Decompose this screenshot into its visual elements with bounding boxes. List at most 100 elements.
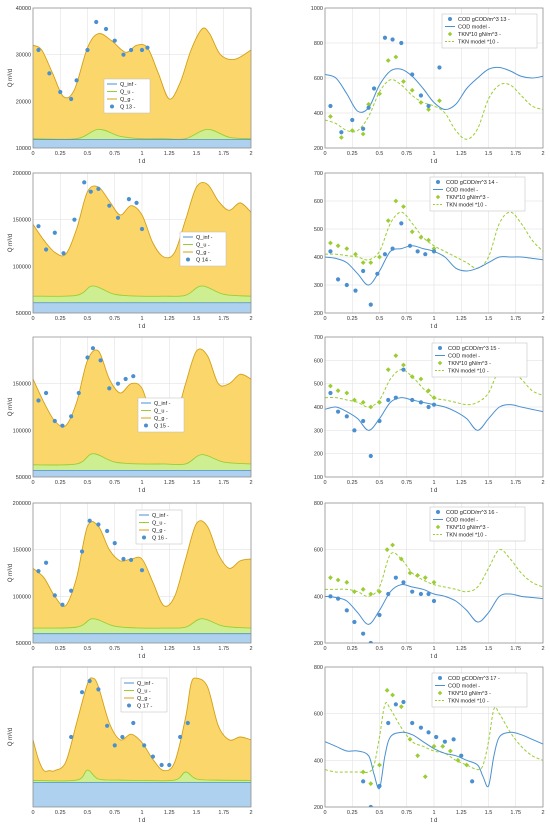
y-tick-label: 200000 bbox=[13, 171, 31, 177]
legend-swatch-point bbox=[110, 104, 114, 109]
legend-label: TKN*10 gN/m^3 - bbox=[446, 195, 489, 201]
x-tick-label: 1.5 bbox=[193, 810, 201, 816]
tkn-measured-point bbox=[401, 362, 406, 368]
q-measured-point bbox=[82, 180, 87, 185]
tkn-measured-point bbox=[401, 79, 406, 84]
x-tick-label: 1.75 bbox=[510, 480, 521, 486]
tkn-measured-point bbox=[335, 243, 341, 249]
legend-box bbox=[431, 672, 528, 708]
y-tick-label: 50000 bbox=[16, 641, 31, 647]
x-tick-label: 0.5 bbox=[376, 646, 384, 652]
q-measured-point bbox=[52, 593, 57, 598]
legend-label: TKN*10 gN/m^3 - bbox=[458, 32, 501, 38]
x-tick-label: 0 bbox=[323, 316, 326, 322]
q-g-area bbox=[33, 520, 251, 643]
q-inf-area bbox=[33, 470, 251, 477]
x-axis-label: t d bbox=[139, 818, 146, 824]
x-tick-label: 0.25 bbox=[347, 316, 358, 322]
q-measured-point bbox=[72, 217, 77, 222]
q-measured-point bbox=[94, 19, 99, 25]
x-axis-label: t d bbox=[139, 654, 146, 660]
tkn-measured-point bbox=[344, 246, 350, 251]
legend-swatch-point bbox=[436, 510, 440, 514]
q-measured-point bbox=[60, 423, 65, 428]
cod-measured-point bbox=[361, 268, 366, 274]
legend: Q_inf - Q_u -Q_g - Q 17 - bbox=[120, 677, 168, 713]
q-measured-point bbox=[69, 414, 74, 419]
cod-measured-point bbox=[386, 591, 391, 597]
tkn-measured-point bbox=[415, 572, 421, 578]
plot-area bbox=[33, 677, 251, 807]
cod-measured-point bbox=[350, 117, 355, 123]
y-tick-label: 400 bbox=[314, 758, 323, 764]
q-measured-point bbox=[96, 186, 101, 191]
plot-area bbox=[33, 180, 251, 313]
y-tick-label: 800 bbox=[314, 41, 323, 47]
cod-measured-point bbox=[470, 779, 475, 784]
x-tick-label: 0.75 bbox=[109, 316, 120, 322]
cod-measured-point bbox=[328, 103, 333, 109]
plot-frame bbox=[324, 666, 544, 808]
q-measured-point bbox=[90, 346, 96, 351]
cod-measured-point bbox=[434, 734, 439, 740]
x-tick-label: 0.75 bbox=[109, 480, 120, 486]
cod-measured-point bbox=[377, 612, 382, 618]
legend-label: Q 14 - bbox=[196, 258, 211, 264]
chart-cod-14: 0 0.25 0.5 0.75 1 1.25 1.5 1.75 2 200 300 400 500 600… bbox=[314, 171, 545, 330]
cod-measured-point bbox=[407, 243, 413, 248]
x-tick-label: 1.25 bbox=[456, 810, 467, 816]
y-tick-label: 700 bbox=[314, 335, 323, 341]
cod-measured-point bbox=[375, 271, 380, 276]
plot-area bbox=[325, 542, 543, 643]
legend-label: Q 13 - bbox=[120, 105, 135, 111]
legend-box bbox=[429, 176, 526, 212]
x-tick-label: 1.5 bbox=[485, 316, 493, 322]
plot-frame bbox=[32, 666, 252, 808]
plot-frame bbox=[324, 7, 544, 149]
tkn-measured-point bbox=[349, 128, 355, 133]
x-tick-label: 0.25 bbox=[347, 810, 358, 816]
cod-measured-point bbox=[426, 730, 431, 735]
x-tick-label: 1.25 bbox=[456, 316, 467, 322]
cod-measured-point bbox=[335, 596, 341, 601]
q-measured-point bbox=[123, 376, 128, 382]
x-axis-label: t d bbox=[431, 159, 438, 165]
q-measured-point bbox=[60, 602, 65, 607]
legend-label: Q_u - bbox=[196, 243, 210, 249]
cod-measured-point bbox=[399, 40, 404, 46]
x-tick-label: 0.75 bbox=[401, 151, 412, 157]
tkn-model-line bbox=[325, 79, 543, 140]
q-measured-point bbox=[52, 230, 57, 235]
tkn-measured-point bbox=[352, 397, 357, 403]
legend-label: TKN*10 gN/m^3 - bbox=[448, 361, 491, 367]
tkn-measured-point bbox=[422, 575, 428, 581]
x-axis-label: t d bbox=[139, 324, 146, 330]
x-tick-label: 0.5 bbox=[376, 810, 384, 816]
legend-label: TKN*10 gN/m^3 - bbox=[446, 525, 489, 531]
q-measured-point bbox=[105, 723, 110, 728]
y-axis-label: Q m³/d bbox=[8, 398, 14, 416]
x-tick-label: 0.25 bbox=[347, 480, 358, 486]
q-measured-point bbox=[126, 197, 132, 202]
q-measured-point bbox=[74, 78, 79, 83]
tkn-measured-point bbox=[368, 260, 374, 265]
legend-label: Q 16 - bbox=[152, 536, 167, 542]
y-tick-label: 500 bbox=[314, 382, 323, 388]
legend: COD gCOD/m^3 15 - COD model -TKN*10 gN/m^… bbox=[431, 342, 528, 378]
x-tick-label: 1.25 bbox=[456, 646, 467, 652]
q-g-line bbox=[33, 182, 251, 259]
tkn-measured-point bbox=[377, 254, 382, 260]
q-measured-point bbox=[47, 71, 52, 76]
cod-measured-point bbox=[410, 397, 415, 403]
cod-measured-point bbox=[418, 400, 424, 405]
q-measured-point bbox=[112, 541, 117, 546]
q-measured-point bbox=[167, 762, 172, 768]
q-measured-point bbox=[88, 189, 93, 194]
x-tick-label: 0.25 bbox=[55, 646, 66, 652]
y-tick-label: 300 bbox=[314, 283, 323, 289]
legend-label: TKN model *10 - bbox=[448, 369, 489, 375]
tkn-measured-point bbox=[455, 757, 461, 763]
legend: Q_inf - Q_u -Q_g - Q 16 - bbox=[135, 509, 183, 545]
q-measured-point bbox=[52, 418, 57, 424]
legend-swatch-diamond bbox=[437, 360, 443, 366]
